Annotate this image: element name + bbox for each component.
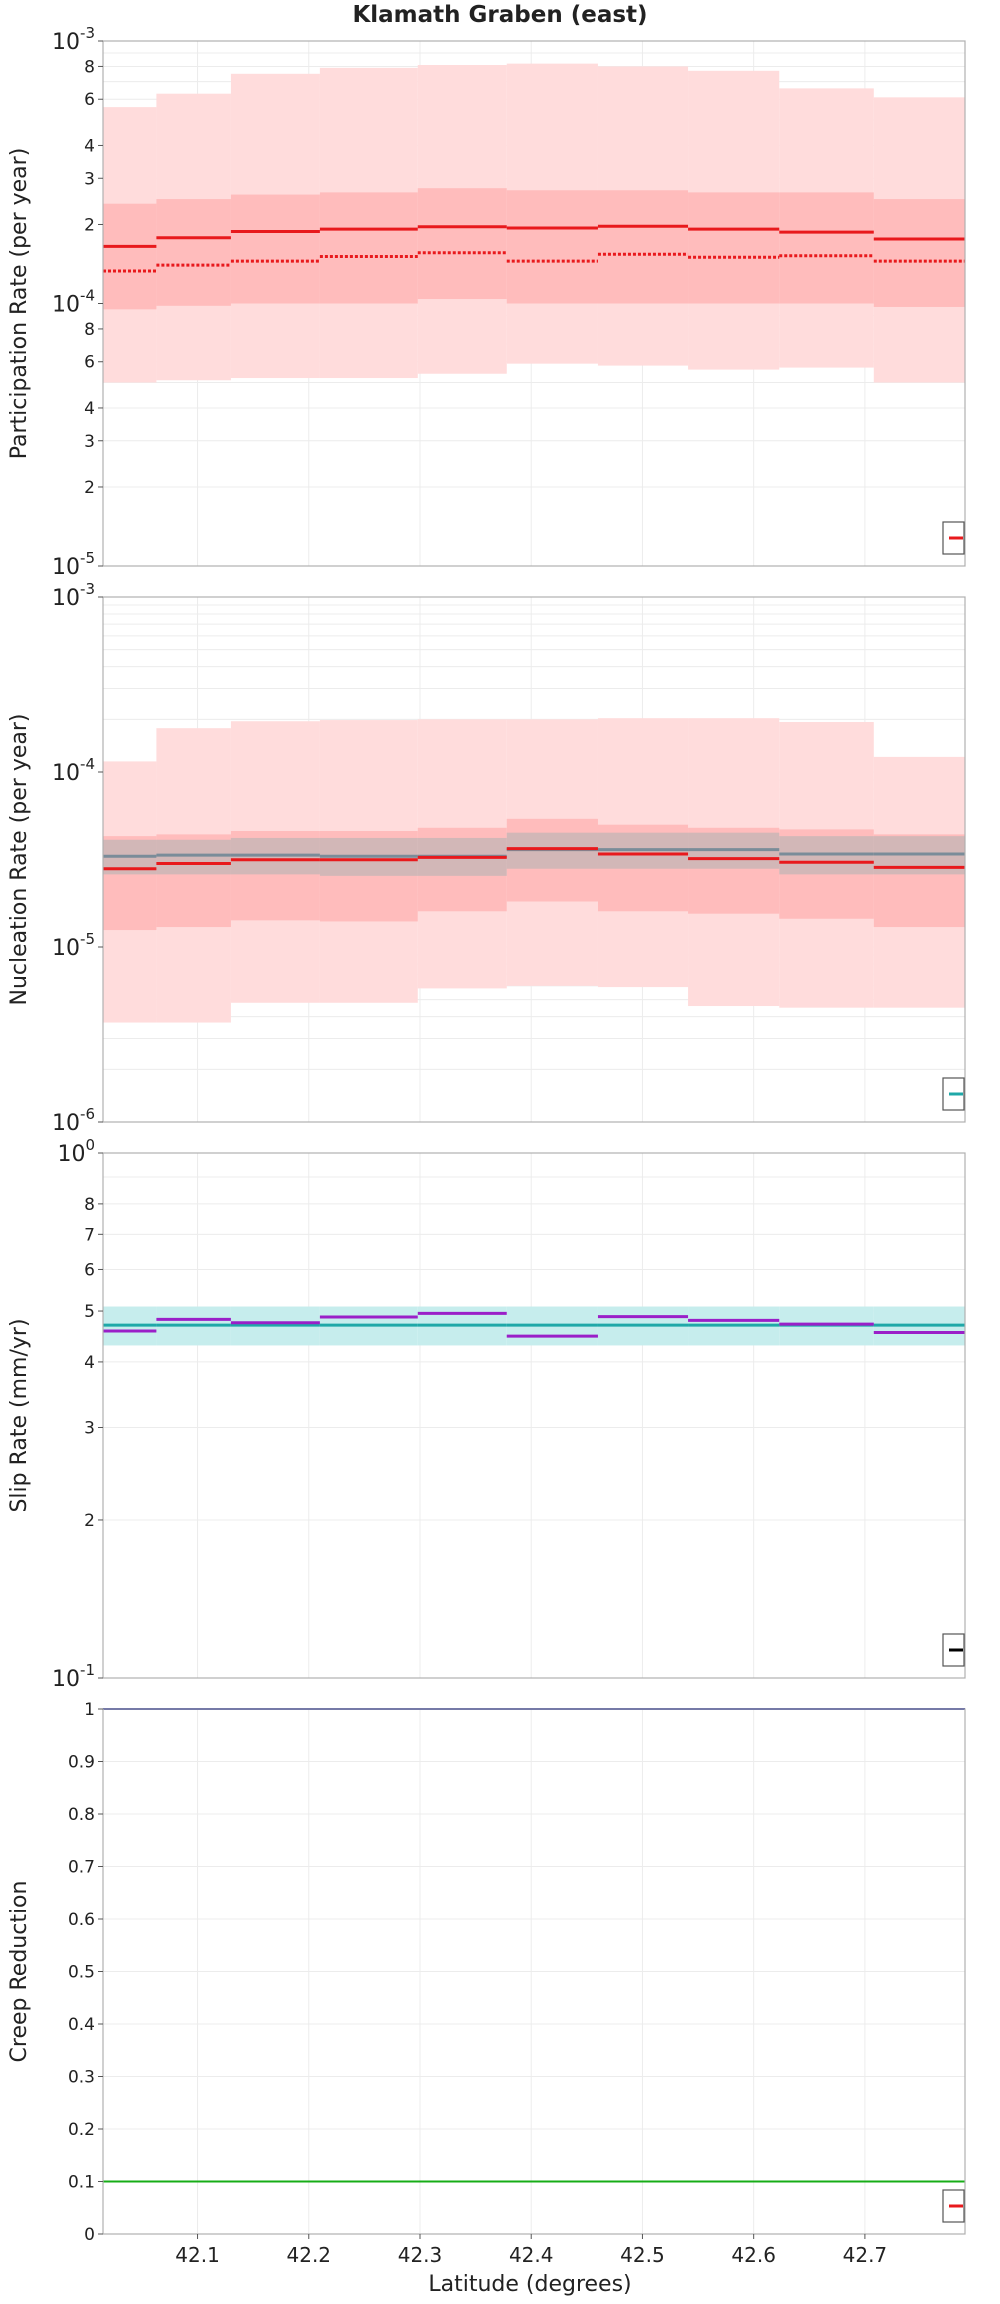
slip-panel: 10-1 2 3 4 5 6 7 8 100 Slip Rate (mm/yr): [7, 1136, 966, 1692]
participation-y-tick-label: 2: [84, 478, 95, 498]
creep-x-tick-label: 42.3: [398, 2243, 443, 2267]
nucleation-y-tick-label: 10-4: [52, 755, 95, 786]
slip-y-tick-label: 4: [84, 1353, 95, 1373]
participation-y-tick-label: 6: [84, 353, 95, 373]
slip-y-tick-label: 2: [84, 1511, 95, 1531]
slip-y-tick-label: 8: [84, 1195, 95, 1215]
creep-y-tick-label: 1: [84, 1700, 95, 1720]
participation-y-tick-label: 10-4: [52, 287, 95, 318]
participation-band-1-segment: [156, 199, 231, 306]
creep-panel: 0 0.1 0.2 0.3 0.4 0.5 0.6 0.7 0.8 0.9 1 Creep Reduc…: [7, 1700, 966, 2267]
chart-title: Klamath Graben (east): [352, 2, 647, 28]
x-axis-label: Latitude (degrees): [428, 2272, 631, 2297]
creep-y-tick-label: 0.3: [68, 2068, 95, 2088]
participation-band-1-segment: [417, 188, 507, 300]
creep-y-tick-label: 0.2: [68, 2120, 95, 2140]
slip-y-tick-label: 5: [84, 1302, 95, 1322]
participation-y-tick-label: 6: [84, 90, 95, 110]
nucleation-y-axis-label: Nucleation Rate (per year): [7, 714, 32, 1006]
participation-y-tick-label: 3: [84, 169, 95, 189]
participation-band-1-segment: [103, 203, 157, 310]
slip-y-tick-label: 6: [84, 1260, 95, 1280]
participation-y-tick-label: 2: [84, 215, 95, 235]
creep-x-tick-label: 42.7: [843, 2243, 888, 2267]
creep-x-tick-label: 42.6: [731, 2243, 776, 2267]
slip-y-tick-label: 10-1: [52, 1661, 95, 1692]
participation-y-tick-label: 10-3: [52, 24, 95, 55]
creep-x-tick-label: 42.2: [287, 2243, 332, 2267]
slip-plot-area: [103, 1153, 965, 1678]
nucleation-y-tick-label: 10-5: [52, 930, 95, 961]
creep-y-tick-label: 0.7: [68, 1858, 95, 1878]
participation-y-tick-label: 8: [84, 320, 95, 340]
participation-band-1-segment: [506, 190, 598, 304]
participation-band-1-segment: [688, 192, 780, 304]
creep-x-tick-label: 42.4: [509, 2243, 554, 2267]
participation-band-1-segment: [873, 199, 965, 307]
creep-y-tick-label: 0: [84, 2225, 95, 2245]
creep-x-tick-label: 42.5: [620, 2243, 665, 2267]
participation-y-axis-label: Participation Rate (per year): [7, 148, 32, 460]
participation-y-tick-label: 10-5: [52, 549, 95, 580]
creep-y-axis-label: Creep Reduction: [7, 1881, 32, 2063]
creep-y-tick-label: 0.1: [68, 2173, 95, 2193]
nucleation-axes-frame: [102, 596, 966, 1123]
participation-y-tick-label: 8: [84, 57, 95, 77]
participation-band-1-segment: [319, 192, 418, 304]
slip-y-tick-label: 7: [84, 1225, 95, 1245]
participation-y-tick-label: 3: [84, 432, 95, 452]
creep-y-tick-label: 0.5: [68, 1963, 95, 1983]
creep-y-tick-label: 0.6: [68, 1910, 95, 1930]
nucleation-y-tick-label: 10-3: [52, 580, 95, 611]
participation-band-1-segment: [230, 194, 320, 304]
nucleation-y-tick-label: 10-6: [52, 1105, 95, 1136]
participation-y-tick-label: 4: [84, 399, 95, 419]
creep-y-tick-label: 0.9: [68, 1753, 95, 1773]
slip-y-tick-label: 3: [84, 1419, 95, 1439]
participation-band-1-segment: [597, 190, 689, 304]
slip-y-axis-label: Slip Rate (mm/yr): [7, 1318, 32, 1512]
creep-y-tick-label: 0.4: [68, 2015, 95, 2035]
slip-y-tick-label: 100: [57, 1136, 95, 1167]
nucleation-panel: 10-6 10-5 10-4 10-3 Nucleation Rate (per yea…: [7, 580, 966, 1136]
nucleation-band-2-segment: [156, 839, 231, 875]
creep-x-tick-label: 42.1: [175, 2243, 220, 2267]
participation-y-tick-label: 4: [84, 136, 95, 156]
creep-y-tick-label: 0.8: [68, 1805, 95, 1825]
slip-axes-frame: [102, 1152, 966, 1679]
participation-band-1-segment: [779, 192, 874, 304]
